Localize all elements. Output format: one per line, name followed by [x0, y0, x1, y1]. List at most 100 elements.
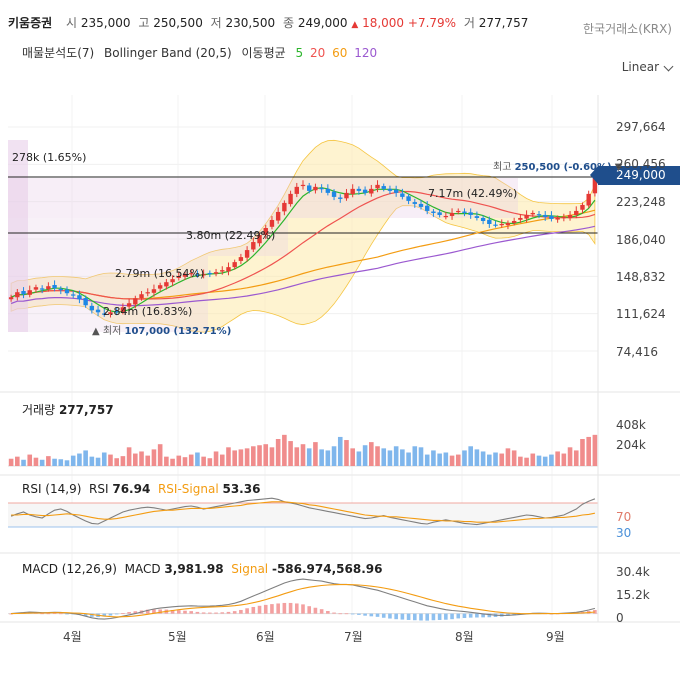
volume-bar [64, 460, 70, 466]
low-marker-title: 최저 [102, 326, 122, 337]
profile-label-1: 278k (1.65%) [12, 151, 87, 164]
macd-histogram-bar [388, 613, 392, 619]
candle-body [201, 274, 206, 276]
macd-histogram-bar [456, 613, 461, 619]
moving-average-label[interactable]: 이동평균 [241, 46, 286, 60]
candle-body [238, 257, 244, 261]
volume-bar [381, 448, 387, 466]
volume-bar [412, 446, 418, 466]
candle-body [207, 272, 213, 275]
macd-histogram-bar [170, 609, 175, 614]
macd-histogram-bar [121, 613, 125, 614]
macd-histogram-bar [394, 613, 398, 620]
candle-body [499, 223, 504, 226]
price-axis-tick: 297,664 [616, 120, 666, 134]
candle-body [244, 250, 250, 258]
candle-body [375, 184, 380, 189]
candle-body [220, 270, 225, 272]
volume-bar [21, 459, 26, 466]
high-marker-label: 최고 250,500 (-0.60%) ▼ [493, 158, 623, 173]
candle-body [157, 285, 163, 289]
candle-body [251, 242, 256, 250]
candle-body [406, 196, 411, 201]
volume-bar [424, 454, 430, 466]
volume-bar [95, 457, 101, 466]
volume-bar [567, 447, 573, 466]
volume-bar [455, 454, 461, 466]
ma-5-line [10, 187, 596, 313]
macd-histogram-bar [270, 604, 274, 614]
candle-body [400, 193, 405, 197]
scale-mode-dropdown[interactable]: Linear [621, 60, 659, 74]
candle-body [114, 311, 119, 313]
volume-bar [555, 451, 560, 466]
profile-label-4: 2.79m (16.54%) [115, 267, 205, 280]
bollinger-indicator[interactable]: Bollinger Band (20,5) [104, 46, 232, 60]
candle-body [126, 303, 132, 307]
macd-histogram-bar [338, 613, 343, 615]
candle-body [338, 197, 343, 199]
change-value: 18,000 [362, 16, 405, 30]
macd-axis-tick: 0 [616, 611, 624, 625]
volume-axis-tick: 204k [616, 438, 646, 452]
volume-profile-bar [8, 218, 288, 256]
candle-body [393, 189, 399, 193]
candle-body [282, 202, 287, 212]
candle-body [15, 292, 20, 298]
macd-signal-line [11, 584, 595, 618]
volume-bar [164, 456, 169, 466]
macd-histogram-bar [444, 613, 448, 620]
ma-5: 5 [295, 46, 304, 60]
candle-body [300, 184, 306, 187]
candle-body [543, 214, 548, 217]
candle-body [182, 274, 188, 277]
macd-signal-name: Signal [231, 562, 269, 576]
volume-bar [257, 445, 262, 466]
rsi-signal-name: RSI-Signal [157, 482, 219, 496]
candle-body [580, 204, 585, 210]
candle-body [480, 217, 486, 221]
price-axis-tick: 223,248 [616, 195, 666, 209]
profile-label-2: 7.17m (42.49%) [428, 187, 518, 200]
candle-body [325, 188, 331, 193]
macd-histogram-bar [183, 610, 187, 614]
macd-histogram-bar [363, 613, 367, 616]
volume-profile-indicator[interactable]: 매물분석도(7) [22, 46, 95, 60]
volume-bar [275, 439, 281, 466]
candle-body [425, 205, 430, 211]
candle-body [189, 273, 194, 275]
volume-bar [530, 453, 536, 466]
macd-histogram-bar [145, 609, 150, 614]
volume-bar [499, 453, 505, 466]
volume-bar [480, 451, 486, 466]
volume-bar [549, 454, 554, 466]
month-tick: 5월 [168, 630, 187, 644]
macd-histogram-bar [158, 609, 162, 614]
macd-histogram-bar [189, 611, 194, 614]
low-marker-label: ▲ 최저 107,000 (132.71%) [92, 322, 231, 337]
candle-body [52, 284, 57, 289]
profile-label-5: 2.84m (16.83%) [103, 305, 193, 318]
stock-name[interactable]: 키움증권 [8, 16, 53, 30]
ma-120: 120 [354, 46, 378, 60]
macd-histogram-bar [326, 611, 330, 614]
volume-bar [580, 439, 585, 466]
volume-bar [27, 454, 33, 466]
price-axis-tick: 74,416 [616, 345, 658, 359]
month-tick: 4월 [63, 630, 82, 644]
candle-body [586, 193, 591, 206]
candle-body [33, 287, 39, 290]
volume-bar [418, 447, 424, 466]
candle-body [449, 212, 455, 216]
macd-panel-title: MACD (12,26,9) MACD 3,981.98 Signal -586… [22, 562, 382, 576]
low-label: 저 [210, 16, 222, 30]
volume-bar [201, 456, 206, 466]
volume-profile-bar [8, 294, 208, 332]
macd-histogram-bar [263, 604, 268, 614]
volume-bar [505, 448, 511, 466]
candle-body [226, 267, 231, 272]
candle-body [21, 291, 26, 295]
volume-bar [213, 451, 219, 466]
volume-bar [108, 454, 113, 466]
